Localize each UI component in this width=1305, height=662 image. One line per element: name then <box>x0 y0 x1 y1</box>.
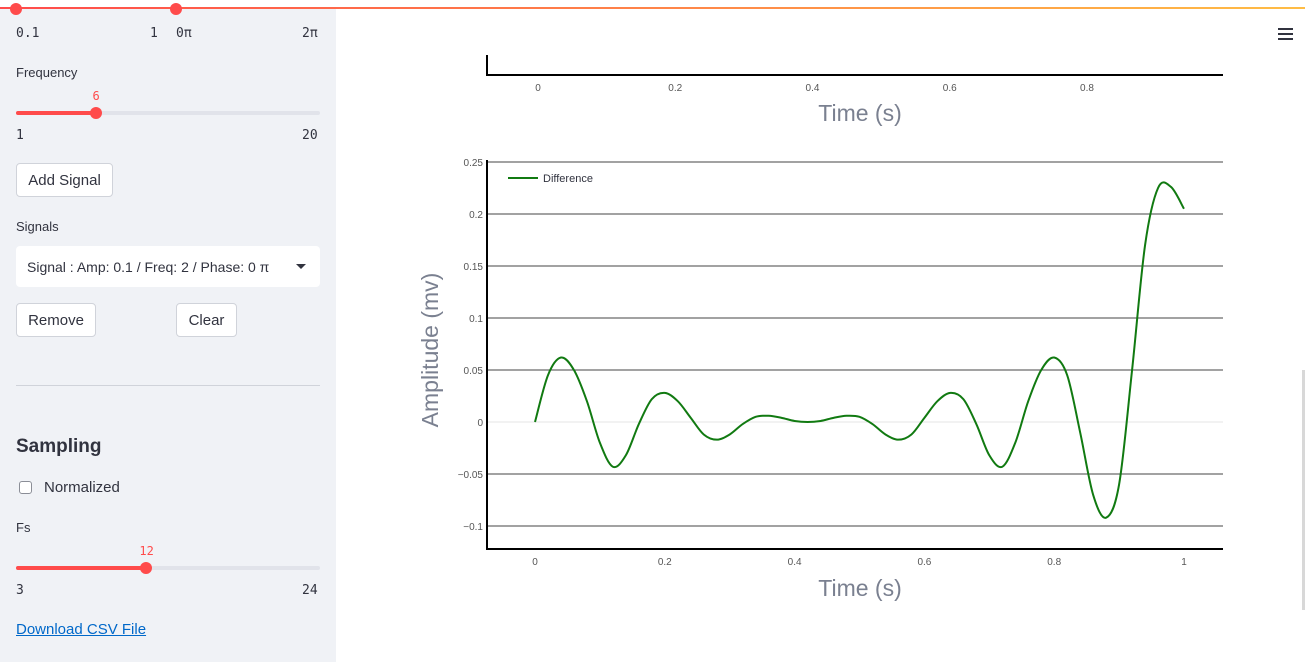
sidebar-divider <box>16 385 320 386</box>
main-scrollbar[interactable] <box>1302 370 1305 610</box>
amp-slider-max: 1 <box>150 26 158 41</box>
fs-slider-fill <box>16 566 147 570</box>
frequency-slider-fill <box>16 111 96 115</box>
hamburger-menu-icon[interactable] <box>1278 28 1293 40</box>
frequency-label: Frequency <box>16 65 78 80</box>
y-tick-label: 0.15 <box>464 262 484 273</box>
top-chart-x-tick: 0.4 <box>806 83 820 94</box>
x-tick-label: 0.4 <box>788 557 802 568</box>
signals-selected-value: Signal : Amp: 0.1 / Freq: 2 / Phase: 0 π <box>27 258 270 275</box>
main-chart-ylabel: Amplitude (mv) <box>417 273 443 428</box>
fs-slider-track[interactable] <box>16 566 320 570</box>
top-chart-x-tick: 0.2 <box>668 83 682 94</box>
y-tick-label: 0 <box>477 418 483 429</box>
legend-label-difference: Difference <box>543 173 593 185</box>
clear-button[interactable]: Clear <box>176 303 237 337</box>
x-tick-label: 0.6 <box>917 557 931 568</box>
top-stripe <box>0 7 1305 9</box>
frequency-slider-thumb[interactable] <box>89 107 102 119</box>
normalized-label: Normalized <box>44 479 120 496</box>
download-csv-link[interactable]: Download CSV File <box>16 621 147 638</box>
top-chart-x-tick: 0.8 <box>1080 83 1094 94</box>
chevron-down-icon <box>296 264 306 269</box>
y-tick-label: 0.1 <box>469 314 483 325</box>
x-tick-label: 1 <box>1181 557 1187 568</box>
main-chart-xlabel: Time (s) <box>818 575 901 601</box>
signals-select[interactable]: Signal : Amp: 0.1 / Freq: 2 / Phase: 0 π <box>16 246 320 287</box>
fs-slider-thumb[interactable] <box>140 562 153 574</box>
frequency-slider-max: 20 <box>302 128 318 143</box>
y-tick-label: 0.25 <box>464 158 484 169</box>
app-top-decoration <box>0 0 1305 9</box>
y-tick-label: 0.2 <box>469 210 483 221</box>
phase-slider-max: 2π <box>302 26 318 41</box>
y-tick-label: 0.05 <box>464 366 484 377</box>
sampling-heading: Sampling <box>16 436 102 457</box>
top-chart-xlabel: Time (s) <box>818 100 901 126</box>
remove-button[interactable]: Remove <box>16 303 96 337</box>
phase-slider-min: 0π <box>176 26 192 41</box>
y-tick-label: −0.1 <box>463 522 483 533</box>
x-tick-label: 0.2 <box>658 557 672 568</box>
amp-slider-min: 0.1 <box>16 26 40 41</box>
top-chart-x-tick: 0 <box>535 83 541 94</box>
add-signal-button[interactable]: Add Signal <box>16 163 113 197</box>
fs-slider-max: 24 <box>302 583 318 598</box>
top-chart-x-tick: 0.6 <box>943 83 957 94</box>
fs-slider-value: 12 <box>139 544 154 558</box>
fs-slider-min: 3 <box>16 583 24 598</box>
frequency-slider-min: 1 <box>16 128 24 143</box>
amp-slider-thumb[interactable] <box>10 3 22 15</box>
frequency-slider-track[interactable] <box>16 111 320 115</box>
signals-label: Signals <box>16 219 59 234</box>
x-tick-label: 0.8 <box>1047 557 1061 568</box>
series-line-difference <box>534 181 1185 519</box>
frequency-slider-value: 6 <box>92 89 100 103</box>
normalized-checkbox[interactable] <box>19 481 32 494</box>
y-tick-label: −0.05 <box>458 470 484 481</box>
x-tick-label: 0 <box>532 557 538 568</box>
fs-label: Fs <box>16 520 31 535</box>
phase-slider-thumb[interactable] <box>170 3 182 15</box>
